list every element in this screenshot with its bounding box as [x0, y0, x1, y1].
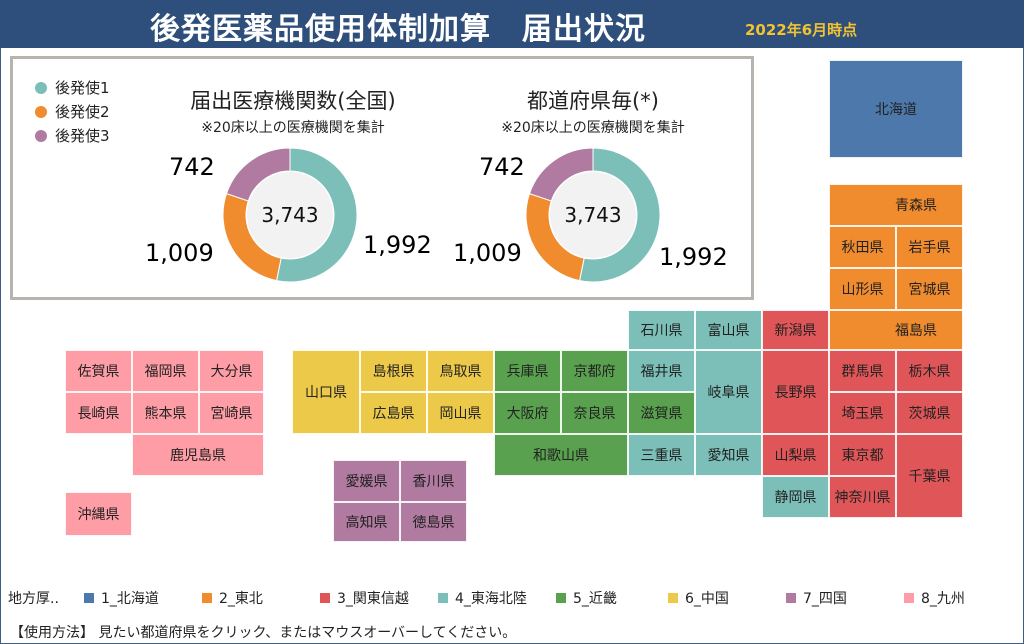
pref-kochi[interactable]: 高知県 — [333, 502, 400, 542]
pref-okinawa[interactable]: 沖縄県 — [65, 492, 132, 536]
donut1-hole — [247, 172, 333, 258]
donut2-slice-3[interactable] — [528, 147, 594, 202]
region-legend: 地方厚.. 1_北海道 2_東北 3_関東信越 4_東海北陸 5_近畿 6_中国… — [0, 588, 1024, 608]
pref-gifu[interactable]: 岐阜県 — [695, 350, 762, 434]
pref-yamanashi[interactable]: 山梨県 — [762, 434, 829, 476]
region-legend-item-4[interactable]: 4_東海北陸 — [438, 588, 527, 608]
pref-hiroshima[interactable]: 広島県 — [360, 392, 427, 434]
pref-nara[interactable]: 奈良県 — [561, 392, 628, 434]
pref-wakayama[interactable]: 和歌山県 — [494, 434, 628, 476]
title-bar: 後発医薬品使用体制加算 届出状況 2022年6月時点 — [0, 0, 1024, 48]
region-swatch-4 — [438, 593, 448, 603]
pref-tochigi[interactable]: 栃木県 — [896, 350, 963, 392]
pref-shizuoka[interactable]: 静岡県 — [762, 476, 829, 518]
pref-kumamoto[interactable]: 熊本県 — [132, 392, 199, 434]
pref-miyagi[interactable]: 宮城県 — [896, 268, 963, 310]
pref-hokkaido[interactable]: 北海道 — [829, 60, 963, 158]
pref-kanagawa[interactable]: 神奈川県 — [829, 476, 896, 518]
donut1-label-2: 1,009 — [145, 239, 214, 267]
region-legend-item-8[interactable]: 8_九州 — [904, 588, 965, 608]
donut1-slice-3[interactable] — [225, 147, 291, 202]
pref-kagoshima[interactable]: 鹿児島県 — [132, 434, 264, 476]
pref-kyoto[interactable]: 京都府 — [561, 350, 628, 392]
donut2-hole — [550, 172, 636, 258]
donut2-label-3: 742 — [479, 153, 525, 181]
pref-aomori[interactable]: 青森県 — [829, 184, 963, 226]
pref-kagawa[interactable]: 香川県 — [400, 460, 467, 502]
pref-iwate[interactable]: 岩手県 — [896, 226, 963, 268]
pref-mie[interactable]: 三重県 — [628, 434, 695, 476]
donut1-chart[interactable]: 3,743 — [220, 145, 360, 285]
region-swatch-3 — [320, 593, 330, 603]
region-swatch-6 — [668, 593, 678, 603]
donut1-center-total: 3,743 — [261, 203, 318, 227]
region-swatch-2 — [202, 593, 212, 603]
pref-fukuoka[interactable]: 福岡県 — [132, 350, 199, 392]
region-legend-item-1[interactable]: 1_北海道 — [84, 588, 159, 608]
legend-item-1: 後発使1 — [35, 77, 110, 98]
legend-swatch-1 — [35, 82, 47, 94]
pref-fukui[interactable]: 福井県 — [628, 350, 695, 392]
donut1-title: 届出医療機関数(全国) — [190, 89, 396, 113]
legend-item-2: 後発使2 — [35, 101, 110, 122]
pref-oita[interactable]: 大分県 — [199, 350, 264, 392]
pref-hyogo[interactable]: 兵庫県 — [494, 350, 561, 392]
region-legend-item-2[interactable]: 2_東北 — [202, 588, 263, 608]
donut2-chart[interactable]: 3,743 — [523, 145, 663, 285]
pref-tokushima[interactable]: 徳島県 — [400, 502, 467, 542]
pref-chiba[interactable]: 千葉県 — [896, 434, 963, 518]
legend-swatch-2 — [35, 106, 47, 118]
region-legend-label: 地方厚.. — [8, 591, 59, 607]
pref-ehime[interactable]: 愛媛県 — [333, 460, 400, 502]
donut2-label-2: 1,009 — [453, 239, 522, 267]
region-swatch-5 — [556, 593, 566, 603]
pref-miyazaki[interactable]: 宮崎県 — [199, 392, 264, 434]
pref-saitama[interactable]: 埼玉県 — [829, 392, 896, 434]
region-legend-item-6[interactable]: 6_中国 — [668, 588, 729, 608]
donut2-center-total: 3,743 — [564, 203, 621, 227]
pref-aichi[interactable]: 愛知県 — [695, 434, 762, 476]
pref-akita[interactable]: 秋田県 — [829, 226, 896, 268]
pref-niigata[interactable]: 新潟県 — [762, 310, 829, 350]
pref-gunma[interactable]: 群馬県 — [829, 350, 896, 392]
pref-tokyo[interactable]: 東京都 — [829, 434, 896, 476]
legend-item-3: 後発使3 — [35, 125, 110, 146]
pref-fukushima[interactable]: 福島県 — [829, 310, 963, 350]
donut2-title: 都道府県毎(*) — [527, 89, 659, 113]
pref-toyama[interactable]: 富山県 — [695, 310, 762, 350]
pref-shiga[interactable]: 滋賀県 — [628, 392, 695, 434]
region-swatch-1 — [84, 593, 94, 603]
donut2-slice-1[interactable] — [578, 147, 661, 283]
donut1-label-1: 1,992 — [363, 231, 432, 259]
region-legend-item-7[interactable]: 7_四国 — [786, 588, 847, 608]
usage-instructions: 【使用方法】 見たい都道府県をクリック、またはマウスオーバーしてください。 — [10, 625, 517, 641]
donut2-note: ※20床以上の医療機関を集計 — [501, 120, 685, 136]
donut2-label-1: 1,992 — [659, 243, 728, 271]
page-title: 後発医薬品使用体制加算 届出状況 — [150, 12, 646, 47]
pref-yamaguchi[interactable]: 山口県 — [292, 350, 360, 434]
pref-shimane[interactable]: 島根県 — [360, 350, 427, 392]
pref-nagasaki[interactable]: 長崎県 — [65, 392, 132, 434]
pref-ibaraki[interactable]: 茨城県 — [896, 392, 963, 434]
region-swatch-7 — [786, 593, 796, 603]
as-of-date: 2022年6月時点 — [745, 21, 858, 39]
region-legend-item-5[interactable]: 5_近畿 — [556, 588, 617, 608]
donut-chart-panel: 後発使1 後発使2 後発使3 届出医療機関数(全国) ※20床以上の医療機関を集… — [10, 56, 754, 300]
pref-nagano[interactable]: 長野県 — [762, 350, 829, 434]
region-swatch-8 — [904, 593, 914, 603]
pref-yamagata[interactable]: 山形県 — [829, 268, 896, 310]
pref-tottori[interactable]: 鳥取県 — [427, 350, 494, 392]
pref-osaka[interactable]: 大阪府 — [494, 392, 561, 434]
donut1-slice-1[interactable] — [275, 147, 358, 283]
pref-ishikawa[interactable]: 石川県 — [628, 310, 695, 350]
legend-swatch-3 — [35, 130, 47, 142]
donut1-label-3: 742 — [169, 153, 215, 181]
donut1-note: ※20床以上の医療機関を集計 — [201, 120, 385, 136]
pref-saga[interactable]: 佐賀県 — [65, 350, 132, 392]
region-legend-item-3[interactable]: 3_関東信越 — [320, 588, 409, 608]
pref-okayama[interactable]: 岡山県 — [427, 392, 494, 434]
